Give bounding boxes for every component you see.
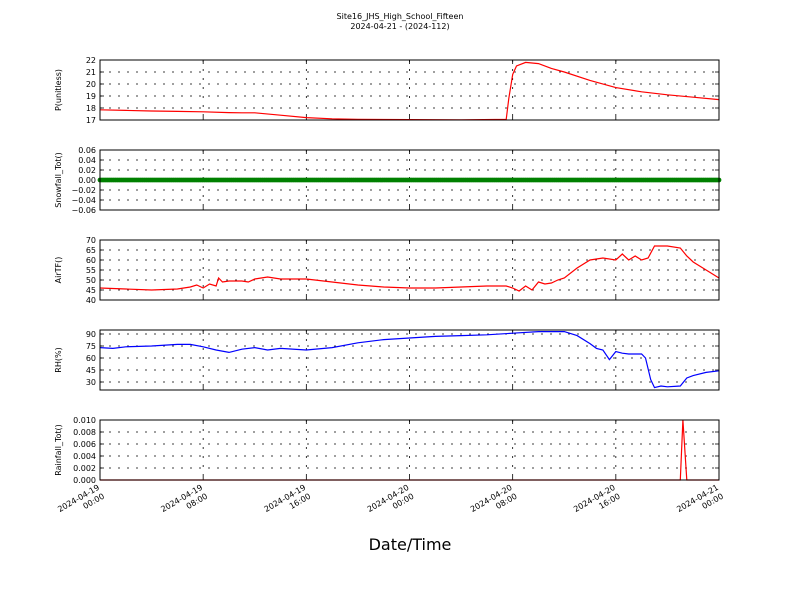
y-tick-label: 18 <box>86 104 96 113</box>
series-line <box>99 331 720 389</box>
panel-4: 30 45 60 75 90 RH(%) <box>54 329 720 391</box>
y-tick-label: 45 <box>86 286 96 295</box>
panel-5: 0.000 0.002 0.004 0.006 0.008 0.010 Rainfall_T… <box>54 416 720 485</box>
y-tick-label: 0.008 <box>73 428 96 437</box>
y-tick-label: 22 <box>86 56 96 65</box>
y-tick-label: 40 <box>86 296 96 305</box>
y-tick-label: 0.004 <box>73 452 96 461</box>
plot-frame <box>99 419 720 481</box>
series-line <box>99 245 720 292</box>
y-tick-label: −0.04 <box>71 196 96 205</box>
plot-frame <box>99 149 720 211</box>
y-tick-label: 0.002 <box>73 464 96 473</box>
y-tick-label: −0.06 <box>71 206 96 215</box>
y-tick-label: 45 <box>86 366 96 375</box>
y-tick-label: 60 <box>86 256 96 265</box>
y-tick-label: 50 <box>86 276 96 285</box>
y-tick-label: 20 <box>86 80 96 89</box>
y-axis-label: P(unitless) <box>54 69 63 111</box>
figure-title: Site16_JHS_High_School_Fifteen <box>337 12 464 21</box>
panel-1: 17 18 19 20 21 22 P(unitless) <box>54 56 720 125</box>
y-tick-label: 0.000 <box>73 476 96 485</box>
y-tick-label: 90 <box>86 330 96 339</box>
y-tick-label: 70 <box>86 236 96 245</box>
y-tick-label: 0.010 <box>73 416 96 425</box>
figure-subtitle: 2024-04-21 - (2024-112) <box>350 22 449 31</box>
y-tick-label: 21 <box>86 68 96 77</box>
y-axis-label: Rainfall_Tot() <box>54 424 63 476</box>
y-axis-label: Snowfall_Tot() <box>54 152 63 208</box>
panel-2: −0.06−0.04−0.020.000.020.040.06 Snowfall_… <box>54 146 722 215</box>
y-tick-label: 65 <box>86 246 96 255</box>
y-axis-label: RH(%) <box>54 347 63 372</box>
y-tick-label: 0.006 <box>73 440 96 449</box>
x-axis-label: Date/Time <box>369 535 452 554</box>
y-tick-label: 55 <box>86 266 96 275</box>
plot-frame <box>99 59 720 121</box>
y-tick-label: 60 <box>86 354 96 363</box>
y-tick-label: −0.02 <box>71 186 96 195</box>
y-tick-label: 19 <box>86 92 96 101</box>
y-axis-label: AirTF() <box>54 257 63 284</box>
y-tick-label: 0.02 <box>78 166 96 175</box>
plot-frame <box>99 329 720 391</box>
plot-frame <box>99 239 720 301</box>
y-tick-label: 30 <box>86 378 96 387</box>
y-tick-label: 0.06 <box>78 146 96 155</box>
y-tick-label: 0.00 <box>78 176 96 185</box>
panels: 171819202122P(unitless)−0.06−0.04−0.020.… <box>54 56 725 514</box>
y-tick-label: 75 <box>86 342 96 351</box>
series-points <box>97 177 722 183</box>
y-tick-label: 17 <box>86 116 96 125</box>
y-tick-label: 0.04 <box>78 156 96 165</box>
